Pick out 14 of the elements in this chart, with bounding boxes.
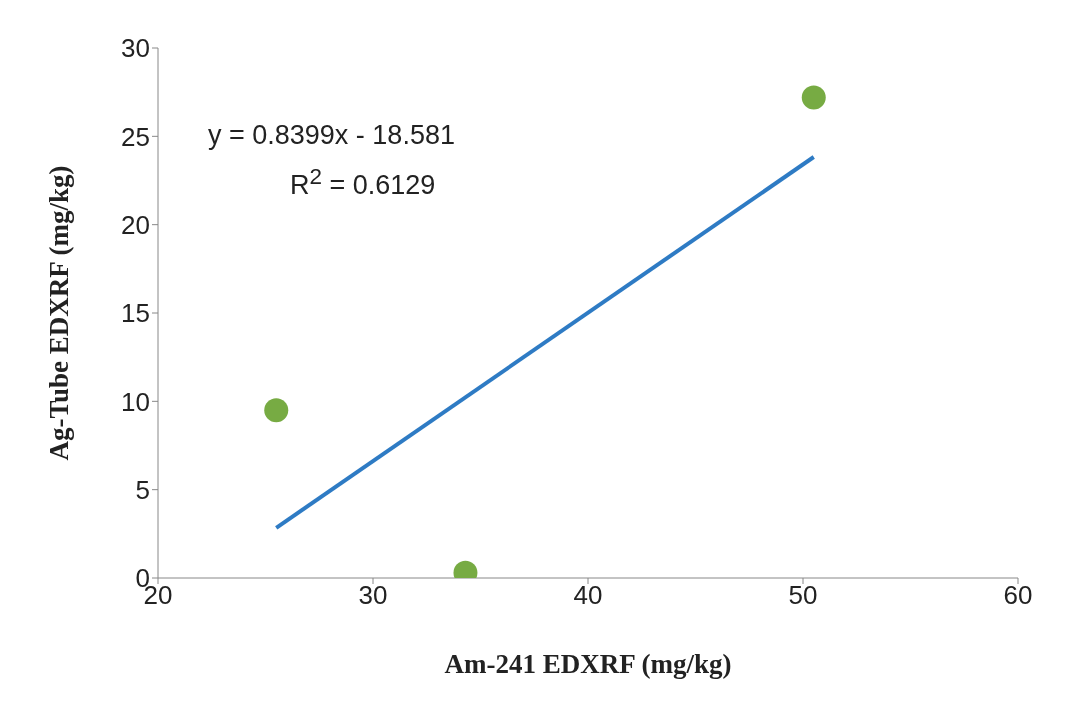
x-tick-label: 40 [573,580,603,611]
x-tick-label: 30 [358,580,388,611]
x-axis-title: Am-241 EDXRF (mg/kg) [444,649,732,679]
y-tick-label: 10 [121,386,150,417]
annotation: y = 0.8399x - 18.581 [208,120,455,151]
y-tick-label: 30 [121,33,150,64]
y-tick-label: 15 [121,298,150,329]
y-tick-label: 20 [121,209,150,240]
y-tick-label: 25 [121,121,150,152]
x-tick-label: 50 [788,580,818,611]
y-axis-title: Ag-Tube EDXRF (mg/kg) [43,165,74,461]
x-tick-label: 60 [1003,580,1033,611]
annotation: R$^{2}$ = 0.6129 [290,164,436,201]
y-tick-label: 5 [135,474,150,505]
